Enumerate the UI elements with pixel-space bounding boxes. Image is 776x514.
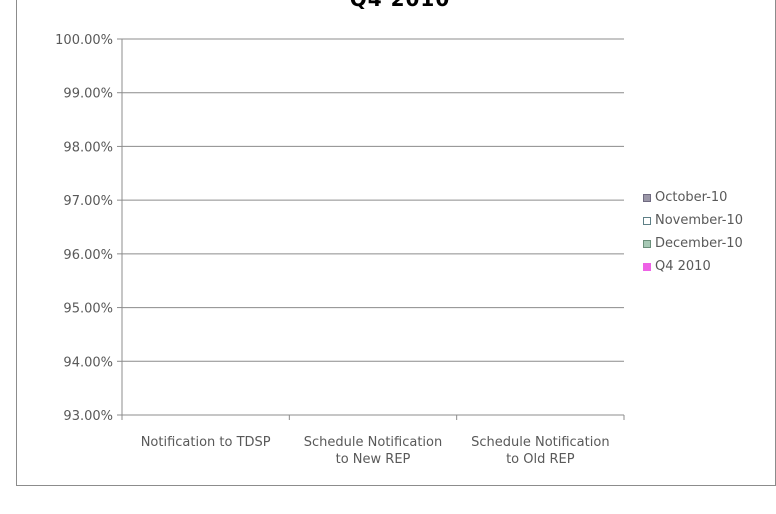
y-tick-label: 96.00% [63, 248, 113, 263]
legend-label: October-10 [655, 190, 728, 205]
y-tick-label: 98.00% [63, 140, 113, 155]
y-tick-label: 100.00% [55, 33, 113, 48]
x-category-label: Schedule Notification to Old REP [471, 435, 609, 467]
x-category-label-line: Notification to TDSP [141, 435, 271, 450]
x-category-label: Schedule Notification to New REP [304, 435, 442, 467]
y-tick-label: 95.00% [63, 302, 113, 317]
y-tick-label: 93.00% [63, 409, 113, 424]
legend-label: November-10 [655, 213, 744, 228]
legend: October-10 November-10 December-10 Q4 2010 [643, 186, 743, 278]
x-category-label-line: to Old REP [506, 452, 575, 467]
x-category-label-line: to New REP [336, 452, 411, 467]
legend-label: Q4 2010 [655, 259, 711, 274]
chart-title: Q4 2010 [300, 0, 500, 11]
legend-swatch [643, 193, 651, 202]
y-tick-label: 97.00% [63, 194, 113, 209]
legend-item: November-10 [643, 209, 743, 232]
x-category-label: Notification to TDSP [141, 435, 271, 450]
y-tick-label: 94.00% [63, 355, 113, 370]
x-category-label-line: Schedule Notification [471, 435, 609, 450]
legend-item: Q4 2010 [643, 255, 743, 278]
x-category-label-line: Schedule Notification [304, 435, 442, 450]
legend-swatch [643, 239, 651, 248]
legend-swatch [643, 216, 651, 225]
legend-swatch [643, 262, 651, 271]
y-tick-label: 99.00% [63, 87, 113, 102]
legend-label: December-10 [655, 236, 743, 251]
legend-item: October-10 [643, 186, 743, 209]
legend-item: December-10 [643, 232, 743, 255]
